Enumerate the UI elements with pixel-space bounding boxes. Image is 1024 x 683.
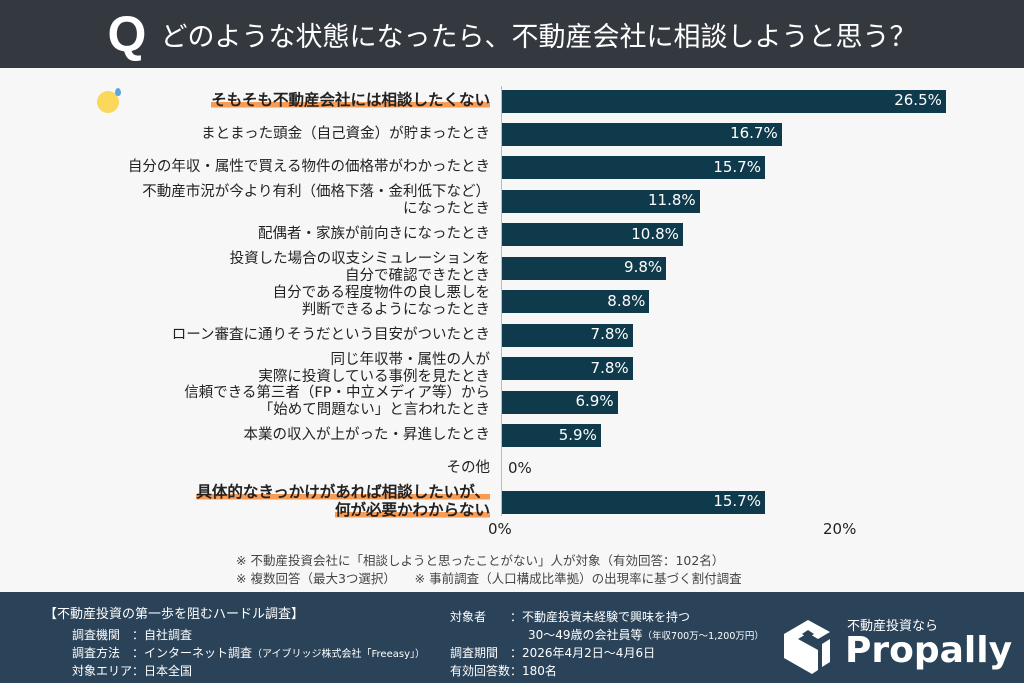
method-note: （アイブリッジ株式会社「Freeasy」） [252,649,425,660]
note: ※ 不動産投資会社に「相談しようと思ったことがない」人が対象（有効回答：102名… [236,553,725,568]
worried-face-icon [97,88,121,113]
value-label: 7.8% [590,325,629,344]
category-label-line: 信頼できる第三者（FP・中立メディア等）から [184,385,490,402]
survey-target: 対象者 ：不動産投資未経験で興味を持つ [450,610,691,624]
value-label: 0% [508,458,532,477]
category-label: そもそも不動産会社には相談したくない [211,90,490,110]
category-label: ローン審査に通りそうだという目安がついたとき [172,327,490,344]
axis-line [501,86,502,516]
value-label: 5.9% [558,425,597,444]
bar [502,424,601,447]
category-label: 配偶者・家族が前向きになったとき [258,226,490,243]
category-label-line: 実際に投資している事例を見たとき [258,368,490,385]
target-text: 30～49歳の会社員等 [528,628,643,642]
category-label-line: になったとき [403,201,490,218]
category-label: 同じ年収帯・属性の人が 実際に投資している事例を見たとき [258,352,490,386]
category-label: まとまった頭金（自己資金）が貯まったとき [201,126,490,143]
bar [502,189,700,213]
category-label-line: 本業の収入が上がった・昇進したとき [243,427,491,443]
category-label-line: 「始めて問題ない」と言われたとき [258,402,490,419]
category-label: 具体的なきっかけがあれば相談したいが、 何が必要かわからない [196,483,490,520]
bar [502,122,782,146]
category-label-line: 不動産市況が今より有利（価格下落・金利低下など） [142,184,490,201]
value-label: 15.7% [713,492,761,511]
category-label-line: 具体的なきっかけがあれば相談したいが、 [196,483,490,502]
header: Q どのような状態になったら、不動産会社に相談しようと思う？ [0,0,1024,68]
bar [502,290,650,314]
survey-method: 調査方法 ：インターネット調査（アイブリッジ株式会社「Freeasy」） [72,644,425,661]
value-label: 8.8% [607,291,646,310]
q-mark: Q [107,6,147,62]
category-label: 信頼できる第三者（FP・中立メディア等）から 「始めて問題ない」と言われたとき [184,385,490,419]
category-label-line: 配偶者・家族が前向きになったとき [258,226,490,243]
x-tick-label: 0% [488,520,512,538]
bar [502,323,633,347]
footer: 【不動産投資の第一歩を阻むハードル調査】 調査機関 ：自社調査 調査方法 ：イン… [0,592,1024,683]
category-label-line: 自分で確認できたとき [345,268,490,285]
category-label-line: 何が必要かわからない [334,501,490,520]
category-label-line: ローン審査に通りそうだという目安がついたとき [171,326,490,343]
category-label-line: 同じ年収帯・属性の人が [330,351,491,368]
bar-chart: そもそも不動産会社には相談したくない 26.5% まとまった頭金（自己資金）が貯まっ… [0,68,1024,590]
bar [502,490,765,514]
category-label-line: その他 [446,460,491,477]
survey-period: 調査期間 ：2026年4月2日～4月6日 [450,646,656,660]
value-label: 11.8% [648,191,696,210]
category-label-line: そもそも不動産会社には相談したくない [211,90,490,109]
value-label: 9.8% [624,258,663,277]
category-label: 不動産市況が今より有利（価格下落・金利低下など） になったとき [142,184,490,218]
logo-name: Propally [845,630,1013,671]
survey-target-2: 30～49歳の会社員等（年収700万～1,200万円） [528,626,764,643]
bar [502,223,683,247]
category-label: 自分の年収・属性で買える物件の価格帯がわかったとき [128,159,490,176]
category-label: その他 [447,460,491,477]
bar [502,390,618,414]
logo-tagline: 不動産投資なら [847,619,939,634]
bar [502,89,946,113]
category-label: 本業の収入が上がった・昇進したとき [244,427,491,444]
survey-org: 調査機関 ：自社調査 [72,628,193,642]
value-label: 26.5% [894,91,942,109]
value-label: 15.7% [713,157,761,176]
survey-title: 【不動産投資の第一歩を阻むハードル調査】 [44,607,305,622]
target-note: （年収700万～1,200万円） [642,631,764,642]
box-logo-icon [784,620,830,674]
category-label-line: まとまった頭金（自己資金）が貯まったとき [201,125,490,142]
notes: ※ 不動産投資会社に「相談しようと思ったことがない」人が対象（有効回答：102名… [236,552,742,588]
category-label-line: 判断できるようになったとき [301,301,490,318]
page-title: どのような状態になったら、不動産会社に相談しようと思う？ [160,21,917,53]
note: ※ 複数回答（最大3つ選択） ※ 事前調査（人口構成比準拠）の出現率に基づく割付… [236,571,742,586]
category-label: 投資した場合の収支シミュレーションを 自分で確認できたとき [230,251,490,285]
bar [502,357,633,381]
x-tick-label: 20% [823,520,857,538]
survey-responses: 有効回答数：180名 [450,664,557,678]
category-label-line: 投資した場合の収支シミュレーションを [229,251,490,268]
survey-area: 対象エリア：日本全国 [72,664,193,678]
value-label: 7.8% [590,358,629,377]
value-label: 10.8% [631,224,679,243]
bar [502,156,765,180]
value-label: 16.7% [730,124,778,143]
category-label: 自分である程度物件の良し悪しを 判断できるようになったとき [273,285,490,319]
value-label: 6.9% [575,392,614,411]
bar [502,256,667,280]
category-label-line: 自分の年収・属性で買える物件の価格帯がわかったとき [127,159,490,176]
category-label-line: 自分である程度物件の良し悪しを [272,284,490,301]
method-text: 調査方法 ：インターネット調査 [72,646,253,660]
